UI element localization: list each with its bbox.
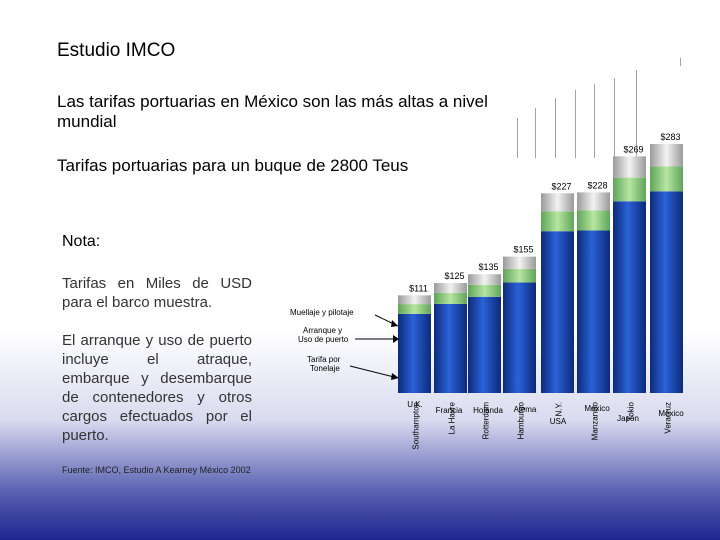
country-label: Francia [436, 406, 463, 415]
bar-arranque-1 [434, 292, 467, 304]
category-label: La Havre [448, 401, 457, 434]
bar-muellaje-5 [577, 192, 610, 211]
category-label: Southampton [412, 402, 421, 450]
value-label: $227 [551, 181, 571, 191]
decor-line [535, 108, 536, 158]
bar-tarifa-5 [577, 230, 610, 393]
bar-muellaje-0 [398, 295, 431, 305]
category-label: N.Y. [555, 402, 564, 417]
bar-tarifa-0 [398, 313, 431, 393]
legend-arrowhead [391, 373, 399, 380]
bar-tarifa-1 [434, 303, 467, 393]
note-paragraph: El arranque y uso de puerto incluye el a… [62, 332, 252, 444]
value-label: $283 [660, 132, 680, 142]
legend-arranque-1: Arranque y [303, 326, 342, 335]
category-label: Tokio [627, 401, 636, 420]
chart-title: Tarifas portuarias para un buque de 2800… [57, 156, 409, 175]
bar-arranque-4 [541, 211, 574, 232]
country-label: USA [550, 417, 567, 426]
country-label: Japón [617, 414, 639, 423]
decor-line [680, 58, 681, 66]
note-paragraph: Tarifas en Miles de USD para el barco mu… [62, 275, 252, 311]
country-label: México [658, 409, 684, 418]
country-label: Holanda [473, 406, 503, 415]
bar-arranque-3 [503, 268, 536, 283]
value-label: $269 [623, 144, 643, 154]
bar-arranque-6 [613, 177, 646, 202]
legend-arrowhead [393, 335, 399, 343]
bar-tarifa-4 [541, 231, 574, 393]
page-title: Estudio IMCO [57, 40, 176, 61]
category-label: Manzanillo [591, 401, 600, 440]
legend-arrow [349, 365, 399, 379]
bar-arranque-5 [577, 210, 610, 231]
country-label: México [584, 404, 610, 413]
bar-tarifa-6 [613, 201, 646, 393]
value-label: $125 [444, 271, 464, 281]
bar-muellaje-1 [434, 283, 467, 293]
country-label: U.K. [407, 400, 423, 409]
bar-muellaje-7 [650, 144, 683, 167]
bar-arranque-0 [398, 304, 431, 314]
bar-tarifa-7 [650, 191, 683, 393]
bar-arranque-2 [468, 284, 501, 297]
bar-tarifa-2 [468, 296, 501, 393]
bar-muellaje-6 [613, 156, 646, 178]
legend-tarifa-1: Tarifa por [307, 355, 341, 364]
category-label: Veracruz [664, 402, 673, 434]
note-heading: Nota: [62, 233, 101, 250]
decor-line [594, 84, 595, 158]
category-label: Rotterdam [482, 402, 491, 440]
bar-muellaje-2 [468, 274, 501, 285]
subtitle: Las tarifas portuarias en México son las… [57, 92, 488, 131]
legend-tarifa-2: Tonelaje [310, 364, 340, 373]
value-label: $155 [513, 245, 533, 255]
value-label: $111 [409, 283, 428, 293]
decor-line [636, 70, 637, 158]
decor-line [555, 98, 556, 158]
decor-line [517, 118, 518, 158]
source-note: Fuente: IMCO, Estudio A Kearney México 2… [62, 465, 251, 475]
bar-arranque-7 [650, 166, 683, 192]
legend-arrowhead [391, 320, 398, 327]
category-label: Hamburgo [517, 401, 526, 439]
value-label: $228 [587, 180, 607, 190]
value-label: $135 [478, 262, 498, 272]
legend-arranque-2: Uso de puerto [298, 335, 349, 344]
decor-line [614, 78, 615, 158]
decor-line [575, 90, 576, 158]
country-label: Alema [514, 405, 537, 414]
bar-tarifa-3 [503, 282, 536, 393]
bar-muellaje-3 [503, 256, 536, 269]
bar-muellaje-4 [541, 193, 574, 212]
legend-muellaje: Muellaje y pilotaje [290, 308, 354, 317]
